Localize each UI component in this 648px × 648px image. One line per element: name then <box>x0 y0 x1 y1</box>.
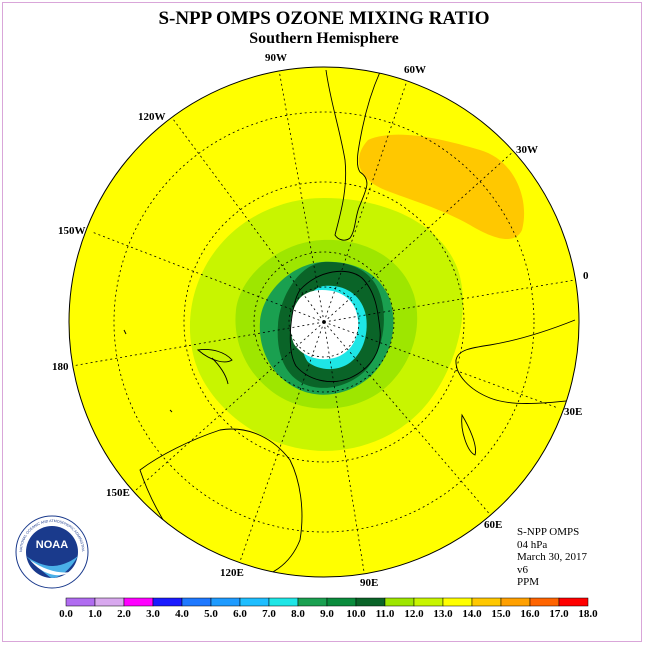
pole-no-data <box>290 290 359 360</box>
longitude-lines <box>71 69 576 577</box>
colorbar-tick-label: 9.0 <box>320 608 334 620</box>
colorbar-tick-label: 5.0 <box>204 608 218 620</box>
colorbar-tick-label: 16.0 <box>520 608 540 620</box>
colorbar-swatch <box>123 597 154 607</box>
colorbar-swatch <box>442 597 473 607</box>
colorbar-swatch <box>413 597 444 607</box>
info-level: 04 hPa <box>517 538 548 551</box>
lon-label-90e: 90E <box>360 577 378 589</box>
lon-label-0: 0 <box>583 270 589 282</box>
info-block: S-NPP OMPS 04 hPa March 30, 2017 v6 PPM <box>517 526 587 589</box>
ozone-field-14 <box>358 134 525 240</box>
colorbar-swatch <box>181 597 212 607</box>
info-instrument: S-NPP OMPS <box>517 526 580 538</box>
colorbar-tick-label: 8.0 <box>291 608 305 620</box>
info-date: March 30, 2017 <box>517 551 587 563</box>
colorbar-tick-label: 12.0 <box>404 608 424 620</box>
lon-label-90w: 90W <box>265 52 287 64</box>
svg-text:NATIONAL OCEANIC AND ATMOSPHER: NATIONAL OCEANIC AND ATMOSPHERIC ADMINIS… <box>0 0 85 552</box>
colorbar-swatch <box>558 597 589 607</box>
colorbar-swatch <box>297 597 328 607</box>
lon-label-180: 180 <box>52 361 69 373</box>
colorbar-tick-label: 13.0 <box>433 608 453 620</box>
colorbar-swatch <box>529 597 560 607</box>
colorbar-swatch <box>355 597 386 607</box>
colorbar-swatch <box>210 597 241 607</box>
lon-label-150w: 150W <box>58 225 86 237</box>
noaa-logo-ring-text: NATIONAL OCEANIC AND ATMOSPHERIC ADMINIS… <box>0 0 85 552</box>
colorbar-tick-label: 11.0 <box>376 608 395 620</box>
colorbar-swatch <box>471 597 502 607</box>
colorbar-swatch <box>268 597 299 607</box>
lon-label-60w: 60W <box>404 64 426 76</box>
map-border <box>68 66 580 578</box>
page-subtitle: Southern Hemisphere <box>249 30 399 47</box>
colorbar-tick-label: 3.0 <box>146 608 160 620</box>
map-disk <box>69 67 579 577</box>
lon-label-30w: 30W <box>516 144 538 156</box>
plot-frame <box>2 2 642 642</box>
pole-marker <box>322 320 326 324</box>
colorbar-tick-label: 6.0 <box>233 608 247 620</box>
colorbar-swatch <box>239 597 270 607</box>
info-version: v6 <box>517 563 528 576</box>
colorbar-swatch <box>65 597 96 607</box>
colorbar-swatch <box>152 597 183 607</box>
colorbar-tick-label: 15.0 <box>491 608 511 620</box>
colorbar-swatch <box>326 597 357 607</box>
info-units: PPM <box>517 576 540 588</box>
page-title: S-NPP OMPS OZONE MIXING RATIO <box>158 8 490 29</box>
colorbar-tick-label: 2.0 <box>117 608 131 620</box>
lon-label-60e: 60E <box>484 519 502 531</box>
lon-label-150e: 150E <box>106 487 130 499</box>
colorbar: 0.0 1.0 2.0 3.0 4.0 5.0 6.0 7.0 8.0 9.0 10.0 11.0 12… <box>59 597 598 620</box>
colorbar-swatch <box>94 597 125 607</box>
colorbar-tick-label: 1.0 <box>88 608 102 620</box>
lon-label-120e: 120E <box>220 567 244 579</box>
lon-label-120w: 120W <box>138 111 166 123</box>
colorbar-swatch <box>384 597 415 607</box>
colorbar-tick-label: 0.0 <box>59 608 73 620</box>
colorbar-swatch <box>500 597 531 607</box>
colorbar-tick-label: 18.0 <box>578 608 598 620</box>
colorbar-tick-label: 10.0 <box>346 608 366 620</box>
latitude-lines <box>113 111 535 533</box>
colorbar-tick-label: 17.0 <box>549 608 569 620</box>
lon-label-30e: 30E <box>564 406 582 418</box>
colorbar-tick-label: 4.0 <box>175 608 189 620</box>
colorbar-tick-label: 14.0 <box>462 608 482 620</box>
colorbar-tick-label: 7.0 <box>262 608 276 620</box>
noaa-logo-text: NOAA <box>36 539 68 551</box>
